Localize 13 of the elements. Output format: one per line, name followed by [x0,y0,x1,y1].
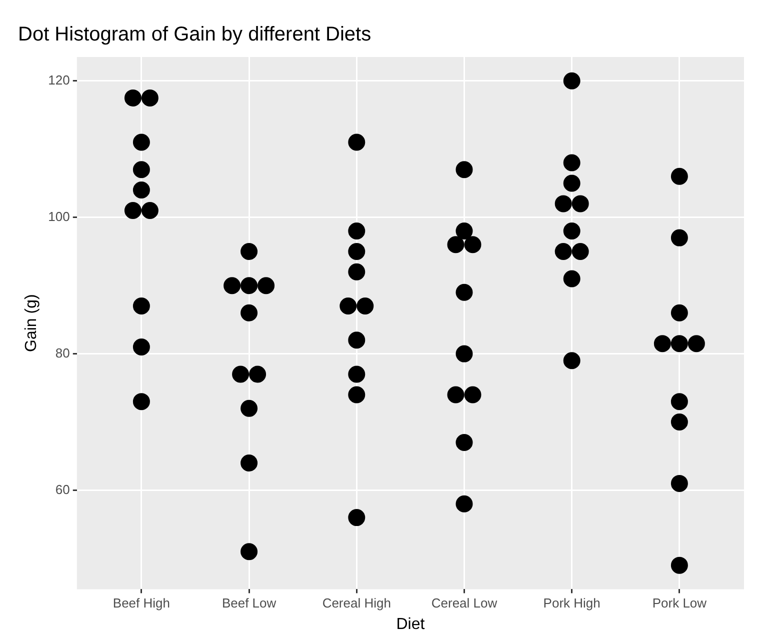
y-tick-label: 100 [48,208,70,224]
x-tick-label: Cereal High [322,596,391,611]
x-tick-label: Beef High [112,596,170,611]
x-axis-title: Diet [396,616,426,633]
y-tick-label: 60 [55,482,70,497]
y-tick-label: 120 [48,72,70,88]
y-axis-title: Gain (g) [23,294,40,352]
x-tick-label: Pork Low [652,596,708,611]
y-tick-label: 80 [55,345,70,360]
x-tick-label: Beef Low [222,596,277,611]
chart-title: Dot Histogram of Gain by different Diets [18,24,372,46]
x-tick-label: Cereal Low [431,596,498,611]
x-tick-label: Pork High [543,596,600,611]
